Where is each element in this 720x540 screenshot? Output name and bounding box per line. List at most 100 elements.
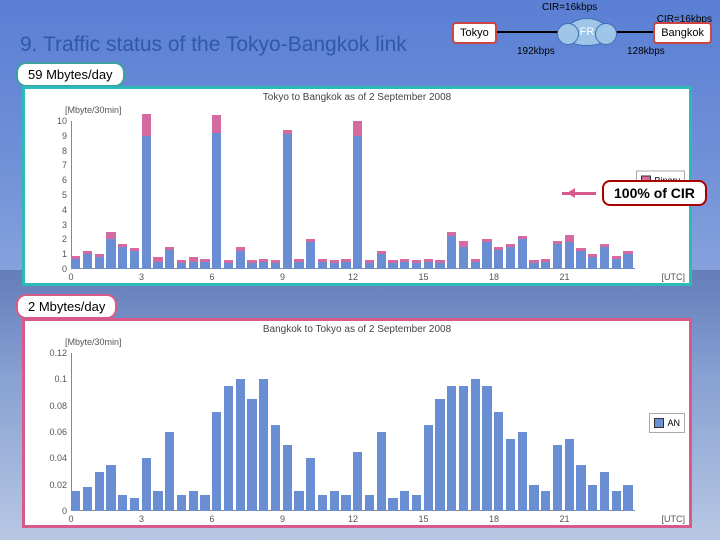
bar-an bbox=[259, 262, 268, 269]
bar-binary bbox=[494, 247, 503, 250]
bar-an bbox=[212, 133, 221, 269]
ytick: 9 bbox=[43, 131, 67, 141]
bar-binary bbox=[247, 260, 256, 263]
bar-binary bbox=[506, 244, 515, 247]
xtick: 6 bbox=[209, 272, 214, 282]
bar-binary bbox=[435, 260, 444, 263]
bar-an bbox=[95, 472, 104, 512]
bar-binary bbox=[106, 232, 115, 239]
chart2-legend: AN bbox=[649, 413, 685, 433]
bar-an bbox=[576, 465, 585, 511]
ytick: 0.04 bbox=[43, 453, 67, 463]
bar-an bbox=[130, 498, 139, 511]
bar-an bbox=[600, 247, 609, 269]
xtick: 3 bbox=[139, 514, 144, 524]
bar-an bbox=[353, 136, 362, 269]
bar-binary bbox=[623, 251, 632, 254]
bar-an bbox=[388, 263, 397, 269]
bar-an bbox=[447, 236, 456, 269]
bar-binary bbox=[95, 254, 104, 257]
bar-an bbox=[212, 412, 221, 511]
bar-binary bbox=[459, 241, 468, 247]
bar-binary bbox=[153, 257, 162, 261]
bar-an bbox=[283, 445, 292, 511]
cir-label-1: CIR=16kbps bbox=[542, 2, 597, 13]
chart1-plot: 012345678910036912151821[UTC] bbox=[71, 121, 635, 269]
bar-binary bbox=[177, 260, 186, 263]
bar-binary bbox=[212, 115, 221, 133]
bar-binary bbox=[189, 257, 198, 261]
bar-an bbox=[447, 386, 456, 511]
ytick: 1 bbox=[43, 249, 67, 259]
bar-an bbox=[623, 485, 632, 511]
bar-an bbox=[306, 458, 315, 511]
bar-an bbox=[294, 491, 303, 511]
bar-an bbox=[177, 263, 186, 269]
bar-an bbox=[177, 495, 186, 511]
bar-an bbox=[565, 439, 574, 511]
chart-tokyo-bangkok: Tokyo to Bangkok as of 2 September 2008 … bbox=[22, 86, 692, 286]
bar-binary bbox=[565, 235, 574, 242]
bar-an bbox=[424, 262, 433, 269]
xtick: 6 bbox=[209, 514, 214, 524]
bar-an bbox=[71, 491, 80, 511]
bar-binary bbox=[306, 239, 315, 242]
topo-line-1 bbox=[494, 31, 564, 33]
chart1-title: Tokyo to Bangkok as of 2 September 2008 bbox=[25, 89, 689, 106]
bar-an bbox=[224, 263, 233, 269]
bar-binary bbox=[447, 232, 456, 236]
bar-an bbox=[353, 452, 362, 511]
bar-an bbox=[106, 465, 115, 511]
topology-diagram: CIR=16kbps CIR=16kbps Tokyo FR Bangkok 1… bbox=[452, 2, 712, 58]
bar-an bbox=[341, 262, 350, 269]
xtick: 21 bbox=[559, 514, 569, 524]
bar-an bbox=[153, 491, 162, 511]
bar-an bbox=[71, 259, 80, 269]
bar-binary bbox=[224, 260, 233, 263]
ytick: 0.1 bbox=[43, 374, 67, 384]
bar-an bbox=[588, 485, 597, 511]
bar-binary bbox=[518, 236, 527, 239]
bar-an bbox=[142, 458, 151, 511]
bar-an bbox=[165, 250, 174, 269]
bar-binary bbox=[318, 259, 327, 262]
bar-an bbox=[306, 242, 315, 269]
xtick: 18 bbox=[489, 272, 499, 282]
bar-an bbox=[377, 432, 386, 511]
bar-binary bbox=[588, 254, 597, 257]
bar-an bbox=[588, 257, 597, 269]
bar-an bbox=[330, 491, 339, 511]
bar-an bbox=[400, 491, 409, 511]
bar-an bbox=[459, 247, 468, 269]
bar-binary bbox=[600, 244, 609, 247]
bar-an bbox=[130, 251, 139, 269]
bar-binary bbox=[612, 256, 621, 259]
bar-an bbox=[318, 262, 327, 269]
bar-an bbox=[518, 432, 527, 511]
xtick: 0 bbox=[68, 272, 73, 282]
bar-binary bbox=[365, 260, 374, 263]
bar-binary bbox=[71, 256, 80, 259]
bar-binary bbox=[259, 259, 268, 262]
xtick: 9 bbox=[280, 514, 285, 524]
bar-an bbox=[200, 262, 209, 269]
ytick: 10 bbox=[43, 116, 67, 126]
bar-an bbox=[424, 425, 433, 511]
bar-binary bbox=[541, 259, 550, 262]
chart2-yaxis bbox=[71, 353, 72, 511]
ytick: 7 bbox=[43, 160, 67, 170]
bar-binary bbox=[236, 247, 245, 251]
node-fr: FR bbox=[564, 18, 610, 46]
bar-an bbox=[600, 472, 609, 512]
bar-an bbox=[200, 495, 209, 511]
node-tokyo: Tokyo bbox=[452, 22, 497, 44]
bar-binary bbox=[165, 247, 174, 250]
bar-an bbox=[118, 495, 127, 511]
annotation-arrow bbox=[562, 188, 604, 198]
bar-binary bbox=[130, 248, 139, 251]
ytick: 2 bbox=[43, 234, 67, 244]
bar-an bbox=[189, 491, 198, 511]
bar-an bbox=[541, 262, 550, 269]
bar-an bbox=[271, 263, 280, 269]
bar-an bbox=[106, 239, 115, 269]
